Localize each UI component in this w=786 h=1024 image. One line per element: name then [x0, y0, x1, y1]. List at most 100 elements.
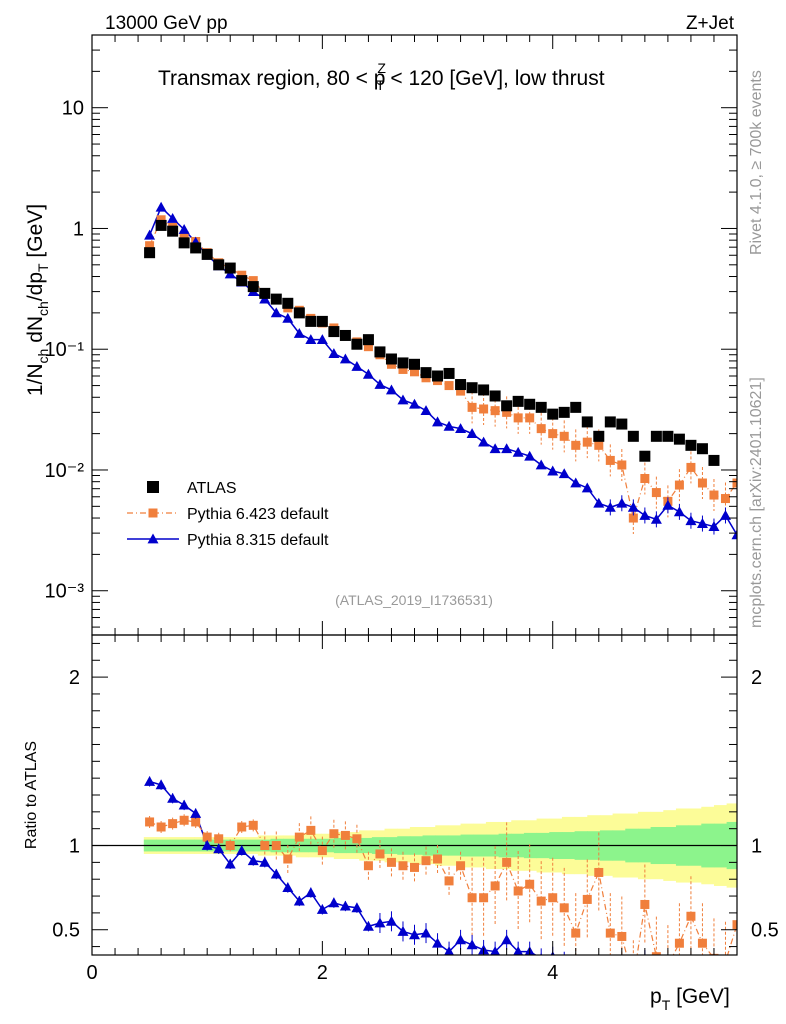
- py6-main-marker: [502, 407, 512, 417]
- py8-ratio-marker: [651, 973, 662, 983]
- atlas-main-marker: [639, 450, 651, 462]
- py6-main-marker: [398, 364, 408, 374]
- atlas-main-marker: [443, 367, 455, 379]
- atlas-main-marker: [455, 379, 467, 391]
- py8-ratio-marker: [616, 971, 627, 981]
- py8-main-marker: [708, 521, 720, 531]
- py8-main-marker: [420, 405, 432, 416]
- py6-ratio-marker: [294, 832, 304, 842]
- py8-main-marker: [673, 506, 685, 517]
- atlas-main-marker: [201, 248, 213, 260]
- py8-main-marker: [570, 477, 582, 488]
- py8-ratio-marker: [247, 855, 259, 866]
- py8-main-marker: [385, 384, 397, 395]
- py8-ratio-marker: [732, 968, 743, 978]
- py6-ratio-marker: [168, 819, 178, 829]
- py6-ratio-marker: [317, 846, 327, 856]
- y-tick-label: 10⁻²: [45, 460, 85, 482]
- py8-ratio-marker: [409, 929, 420, 940]
- py8-ratio-marker: [316, 904, 328, 914]
- py8-ratio-marker: [540, 952, 543, 955]
- py8-ratio-marker: [339, 900, 351, 911]
- py8-main-marker: [443, 420, 455, 431]
- py6-main-marker: [628, 513, 638, 523]
- atlas-main-marker: [270, 293, 282, 305]
- atlas-main-marker: [535, 401, 547, 413]
- py8-ratio-marker: [385, 915, 397, 926]
- py8-main-marker: [466, 428, 478, 439]
- py8-main-marker: [524, 450, 536, 461]
- py8-main-marker: [167, 212, 179, 223]
- ratio-y-tick-label-left: 1: [69, 836, 80, 858]
- py6-ratio-marker: [571, 928, 581, 938]
- y-tick-label: 10⁻³: [45, 581, 85, 603]
- py8-main-marker: [282, 312, 294, 323]
- py6-ratio-marker: [156, 822, 166, 832]
- py6-ratio-marker: [686, 911, 696, 921]
- ratio-series-layer: [144, 776, 743, 983]
- ratio-y-tick-label-right: 1: [751, 836, 762, 858]
- py8-ratio-marker: [674, 966, 685, 976]
- py6-ratio-marker: [237, 822, 247, 832]
- py6-main-marker: [732, 478, 737, 488]
- py6-main-marker: [686, 462, 696, 472]
- atlas-main-marker: [316, 315, 328, 327]
- atlas-main-marker: [696, 443, 708, 455]
- py8-ratio-marker: [455, 934, 467, 945]
- py8-ratio-marker: [213, 843, 225, 854]
- atlas-main-marker: [409, 358, 420, 370]
- atlas-main-marker: [673, 433, 685, 445]
- svg-text:pT [GeV]: pT [GeV]: [650, 985, 730, 1013]
- py8-main-marker: [639, 509, 651, 520]
- legend-label: Pythia 8.315 default: [187, 532, 329, 549]
- py8-ratio-marker: [144, 776, 156, 786]
- py6-ratio-marker: [363, 861, 373, 871]
- py8-main-marker: [155, 201, 167, 212]
- header-left: 13000 GeV pp: [105, 13, 228, 34]
- py6-ratio-marker: [444, 876, 454, 886]
- py8-ratio-marker: [374, 917, 386, 928]
- py6-ratio-marker: [513, 886, 523, 896]
- py6-ratio-marker: [490, 881, 500, 891]
- py6-ratio-marker: [248, 820, 258, 830]
- py6-main-marker: [156, 215, 166, 225]
- py6-ratio-marker: [179, 815, 189, 825]
- title-sub: T: [376, 77, 385, 93]
- atlas-main-marker: [662, 430, 674, 442]
- atlas-main-marker: [328, 326, 340, 338]
- py6-main-marker: [490, 406, 500, 416]
- py6-ratio-marker: [433, 854, 443, 864]
- py6-ratio-marker: [398, 861, 408, 871]
- py6-ratio-marker: [145, 817, 155, 827]
- py8-ratio-marker: [644, 954, 646, 955]
- atlas-main-marker: [604, 416, 616, 428]
- title-rest: < 120 [GeV], low thrust: [385, 67, 605, 90]
- py6-main-marker: [674, 480, 684, 490]
- py8-main-marker: [144, 229, 156, 240]
- py8-ratio-marker: [697, 968, 708, 978]
- rivet-label: Rivet 4.1.0, ≥ 700k events: [748, 70, 765, 255]
- py6-main-marker: [651, 488, 661, 498]
- atlas-main-marker: [420, 367, 432, 379]
- py8-main-marker: [293, 327, 305, 338]
- atlas-main-marker: [512, 395, 524, 407]
- py8-ratio-marker: [397, 925, 409, 936]
- atlas-main-marker: [374, 346, 386, 358]
- py8-ratio-marker: [224, 858, 236, 869]
- py8-main-marker: [478, 436, 490, 447]
- ratio-y-tick-label-left: 2: [69, 667, 80, 689]
- py6-ratio-marker: [548, 893, 558, 903]
- atlas-main-marker: [432, 370, 444, 382]
- py8-ratio-marker: [201, 840, 213, 850]
- py8-ratio-marker: [362, 920, 374, 931]
- py6-main-marker: [594, 440, 604, 450]
- py8-main-marker: [581, 482, 593, 493]
- py8-main-marker: [351, 360, 363, 371]
- atlas-main-marker: [581, 416, 593, 428]
- py6-ratio-marker: [467, 893, 477, 903]
- py6-ratio-marker: [479, 893, 489, 903]
- py8-main-marker: [650, 513, 662, 524]
- atlas-main-marker: [282, 297, 294, 309]
- legend-py6-marker: [148, 508, 158, 518]
